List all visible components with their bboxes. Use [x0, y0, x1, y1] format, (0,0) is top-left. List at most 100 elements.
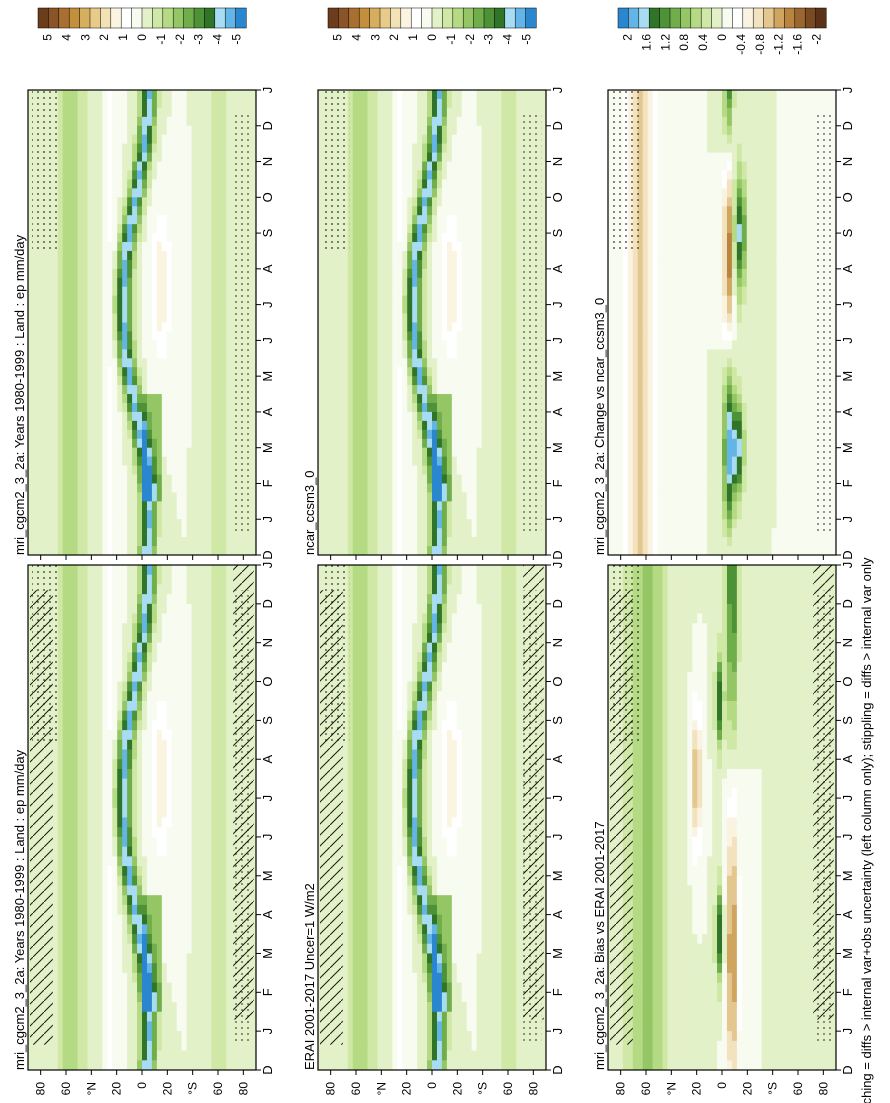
- heatmap-cell: [28, 331, 33, 340]
- heatmap-cell: [162, 251, 167, 260]
- heatmap-cell: [177, 197, 182, 206]
- heatmap-cell: [127, 510, 132, 519]
- heatmap-cell: [167, 565, 172, 575]
- heatmap-cell: [177, 99, 182, 108]
- heatmap-cell: [102, 973, 107, 983]
- heatmap-cell: [87, 260, 92, 269]
- heatmap-cell: [147, 847, 152, 857]
- heatmap-cell: [107, 528, 112, 537]
- heatmap-cell: [172, 90, 177, 99]
- heatmap-cell: [102, 565, 107, 575]
- heatmap-cell: [97, 885, 102, 895]
- heatmap-cell: [137, 1002, 142, 1012]
- heatmap-cell: [122, 314, 127, 323]
- heatmap-cell: [112, 779, 117, 789]
- heatmap-cell: [192, 672, 197, 682]
- heatmap-cell: [206, 1031, 211, 1041]
- heatmap-cell: [192, 510, 197, 519]
- heatmap-cell: [187, 430, 192, 439]
- heatmap-cell: [152, 331, 157, 340]
- heatmap-cell: [201, 430, 206, 439]
- heatmap-cell: [137, 915, 142, 925]
- heatmap-cell: [147, 769, 152, 779]
- heatmap-cell: [192, 331, 197, 340]
- heatmap-cell: [147, 144, 152, 153]
- heatmap-cell: [117, 594, 122, 604]
- heatmap-cell: [162, 682, 167, 692]
- heatmap-cell: [201, 584, 206, 594]
- heatmap-cell: [182, 412, 187, 421]
- heatmap-cell: [102, 466, 107, 475]
- heatmap-cell: [192, 457, 197, 466]
- heatmap-cell: [58, 501, 63, 510]
- heatmap-cell: [78, 1012, 83, 1022]
- heatmap-cell: [142, 614, 147, 624]
- heatmap-cell: [187, 179, 192, 188]
- heatmap-cell: [206, 331, 211, 340]
- heatmap-cell: [197, 895, 202, 905]
- heatmap-cell: [107, 421, 112, 430]
- heatmap-cell: [192, 430, 197, 439]
- heatmap-cell: [162, 701, 167, 711]
- heatmap-cell: [87, 604, 92, 614]
- heatmap-cell: [132, 287, 137, 296]
- heatmap-cell: [53, 448, 58, 457]
- heatmap-cell: [132, 827, 137, 837]
- heatmap-cell: [167, 623, 172, 633]
- heatmap-cell: [201, 720, 206, 730]
- heatmap-cell: [226, 808, 231, 818]
- heatmap-cell: [63, 759, 68, 769]
- heatmap-cell: [192, 818, 197, 828]
- heatmap-cell: [177, 537, 182, 546]
- heatmap-cell: [197, 1012, 202, 1022]
- heatmap-cell: [187, 1060, 192, 1070]
- heatmap-cell: [132, 296, 137, 305]
- heatmap-cell: [182, 153, 187, 162]
- heatmap-cell: [226, 798, 231, 808]
- heatmap-cell: [73, 215, 78, 224]
- heatmap-cell: [167, 269, 172, 278]
- heatmap-cell: [211, 623, 216, 633]
- heatmap-cell: [167, 1051, 172, 1061]
- heatmap-cell: [216, 750, 221, 760]
- heatmap-cell: [162, 623, 167, 633]
- heatmap-cell: [132, 769, 137, 779]
- heatmap-cell: [132, 242, 137, 251]
- heatmap-cell: [73, 519, 78, 528]
- heatmap-cell: [211, 594, 216, 604]
- heatmap-cell: [122, 837, 127, 847]
- heatmap-cell: [167, 385, 172, 394]
- heatmap-cell: [162, 711, 167, 721]
- heatmap-cell: [102, 439, 107, 448]
- heatmap-cell: [53, 798, 58, 808]
- heatmap-cell: [48, 394, 53, 403]
- heatmap-cell: [157, 866, 162, 876]
- heatmap-cell: [127, 1041, 132, 1051]
- heatmap-cell: [216, 537, 221, 546]
- heatmap-cell: [78, 224, 83, 233]
- heatmap-cell: [97, 126, 102, 135]
- heatmap-cell: [157, 367, 162, 376]
- heatmap-cell: [172, 358, 177, 367]
- heatmap-cell: [172, 206, 177, 215]
- heatmap-cell: [127, 385, 132, 394]
- heatmap-cell: [107, 510, 112, 519]
- heatmap-cell: [107, 394, 112, 403]
- heatmap-cell: [142, 885, 147, 895]
- heatmap-cell: [162, 662, 167, 672]
- heatmap-cell: [221, 233, 226, 242]
- heatmap-cell: [187, 108, 192, 117]
- heatmap-cell: [318, 340, 323, 349]
- heatmap-cell: [73, 466, 78, 475]
- heatmap-cell: [132, 701, 137, 711]
- heatmap-cell: [211, 492, 216, 501]
- heatmap-cell: [132, 323, 137, 332]
- heatmap-cell: [152, 798, 157, 808]
- heatmap-cell: [172, 973, 177, 983]
- heatmap-cell: [112, 565, 117, 575]
- heatmap-cell: [182, 905, 187, 915]
- heatmap-cell: [87, 162, 92, 171]
- heatmap-cell: [83, 162, 88, 171]
- heatmap-cell: [112, 412, 117, 421]
- heatmap-cell: [216, 1041, 221, 1051]
